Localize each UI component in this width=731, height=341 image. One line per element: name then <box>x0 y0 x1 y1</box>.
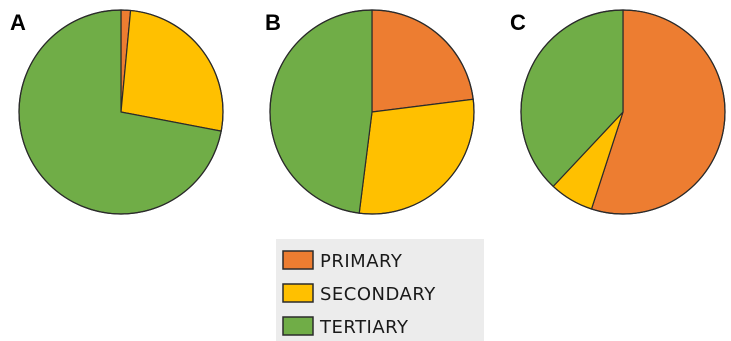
pie-slice-b-tertiary <box>269 9 373 214</box>
panel-label-a: A <box>10 10 26 35</box>
pie-slice-b-primary <box>371 9 474 113</box>
legend-item-primary: PRIMARY <box>282 250 403 272</box>
legend-swatch-secondary <box>282 283 314 303</box>
legend-label-tertiary: TERTIARY <box>319 317 409 338</box>
legend-swatch-primary <box>282 250 314 270</box>
pie-panel-c: C <box>510 9 726 215</box>
pie-outline-c <box>520 9 726 215</box>
pie-c <box>520 9 726 215</box>
pie-b <box>269 9 475 215</box>
legend-label-primary: PRIMARY <box>320 251 403 272</box>
pie-outline-a <box>18 9 224 215</box>
legend-swatch-tertiary <box>282 316 314 336</box>
pie-slice-b-secondary <box>358 98 475 215</box>
legend-item-secondary: SECONDARY <box>282 283 436 305</box>
pie-slice-a-secondary <box>120 9 224 132</box>
pie-outline-b <box>269 9 475 215</box>
pie-panel-b: B <box>265 9 475 215</box>
legend-label-secondary: SECONDARY <box>320 284 436 305</box>
panel-label-b: B <box>265 10 281 35</box>
pie-a <box>18 9 224 215</box>
legend: PRIMARY SECONDARY TERTIARY <box>276 239 484 341</box>
legend-item-tertiary: TERTIARY <box>282 316 409 338</box>
panel-label-c: C <box>510 10 526 35</box>
pie-panel-a: A <box>10 9 224 215</box>
